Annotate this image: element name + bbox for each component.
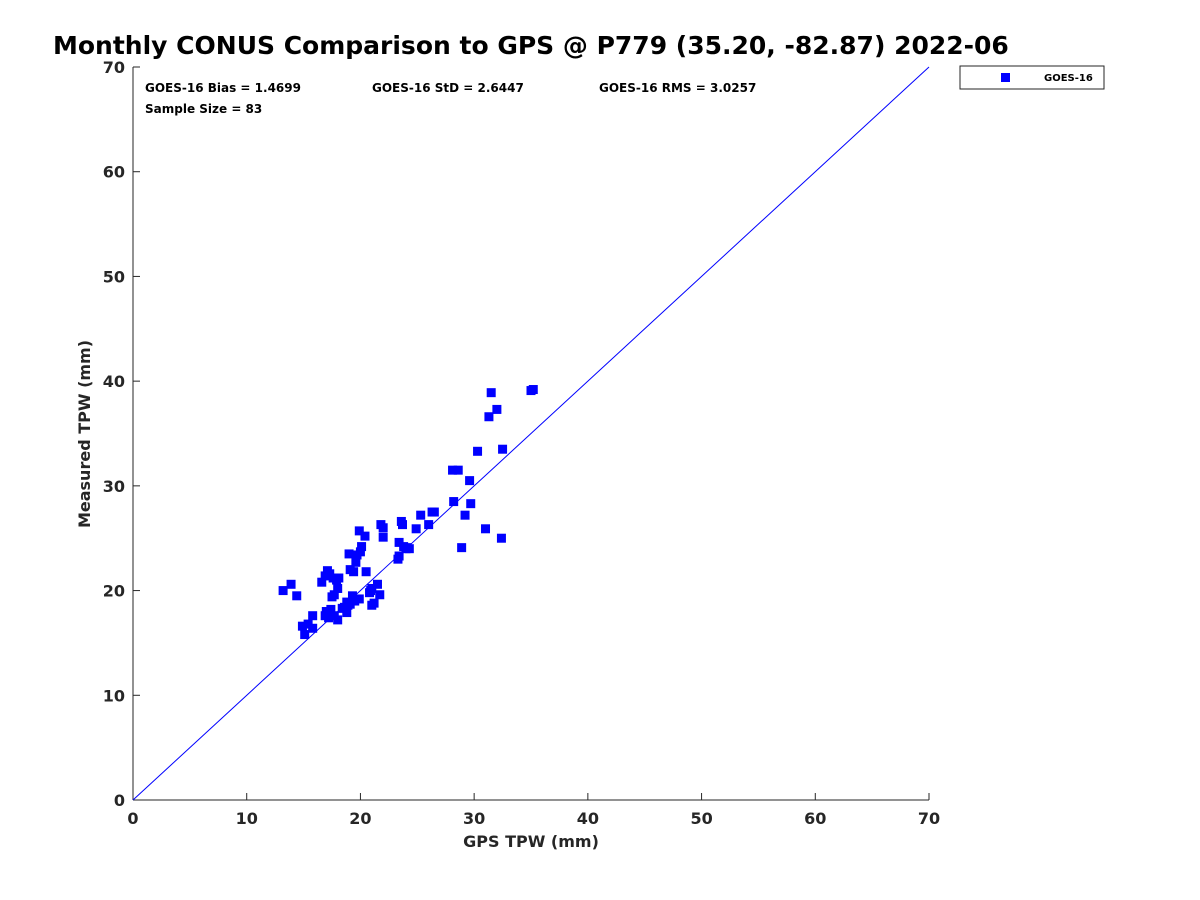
data-point bbox=[333, 583, 343, 593]
data-point bbox=[473, 446, 483, 456]
data-point bbox=[492, 404, 502, 414]
data-point bbox=[308, 611, 318, 621]
data-points bbox=[278, 385, 538, 640]
y-tick-label: 60 bbox=[103, 163, 125, 182]
legend-marker bbox=[1001, 73, 1010, 82]
data-point bbox=[394, 551, 404, 561]
legend-label: GOES-16 bbox=[1044, 73, 1093, 84]
data-point bbox=[372, 579, 382, 589]
data-point bbox=[375, 590, 385, 600]
data-point bbox=[486, 388, 496, 398]
y-tick-label: 30 bbox=[103, 477, 125, 496]
rms-stat: GOES-16 RMS = 3.0257 bbox=[599, 81, 756, 95]
data-point bbox=[297, 621, 307, 631]
sample-size-stat: Sample Size = 83 bbox=[145, 102, 262, 116]
data-point bbox=[448, 465, 458, 475]
y-tick-label: 50 bbox=[103, 267, 125, 286]
data-point bbox=[351, 557, 361, 567]
data-point bbox=[354, 594, 364, 604]
data-point bbox=[416, 510, 426, 520]
x-tick-label: 70 bbox=[918, 809, 940, 828]
data-point bbox=[342, 608, 352, 618]
data-point bbox=[453, 465, 463, 475]
data-point bbox=[303, 619, 313, 629]
x-tick-label: 0 bbox=[127, 809, 138, 828]
data-point bbox=[484, 412, 494, 422]
legend-box bbox=[959, 65, 1105, 90]
data-point bbox=[300, 630, 310, 640]
data-point bbox=[343, 600, 353, 610]
data-point bbox=[481, 524, 491, 534]
data-point bbox=[354, 526, 364, 536]
bias-stat: GOES-16 Bias = 1.4699 bbox=[145, 81, 301, 95]
data-point bbox=[457, 543, 467, 553]
chart-title: Monthly CONUS Comparison to GPS @ P779 (… bbox=[53, 31, 1009, 60]
data-point bbox=[360, 531, 370, 541]
data-point bbox=[344, 549, 354, 559]
y-tick-label: 20 bbox=[103, 582, 125, 601]
data-point bbox=[321, 607, 331, 617]
data-point bbox=[466, 499, 476, 509]
data-point bbox=[278, 586, 288, 596]
data-point bbox=[325, 569, 335, 579]
x-axis-label: GPS TPW (mm) bbox=[463, 832, 599, 851]
data-point bbox=[350, 596, 360, 606]
data-point bbox=[411, 524, 421, 534]
data-point bbox=[369, 598, 379, 608]
x-tick-label: 10 bbox=[236, 809, 258, 828]
data-point bbox=[333, 615, 343, 625]
legend: GOES-16 bbox=[959, 65, 1105, 90]
data-point bbox=[320, 571, 330, 581]
x-tick-label: 20 bbox=[349, 809, 371, 828]
data-point bbox=[349, 567, 359, 577]
y-tick-label: 0 bbox=[114, 791, 125, 810]
y-tick-label: 70 bbox=[103, 58, 125, 77]
data-point bbox=[324, 613, 334, 623]
data-point bbox=[286, 579, 296, 589]
y-axis-label: Measured TPW (mm) bbox=[75, 340, 94, 528]
data-point bbox=[308, 623, 318, 633]
data-point bbox=[355, 547, 365, 557]
axis-ticks: 0 10 20 30 40 50 60 70 0 10 20 30 40 50 60 70 bbox=[103, 58, 940, 828]
data-point bbox=[357, 542, 367, 552]
data-point bbox=[465, 476, 475, 486]
data-point bbox=[334, 573, 344, 583]
x-tick-label: 50 bbox=[690, 809, 712, 828]
data-point bbox=[402, 543, 412, 553]
data-point bbox=[365, 588, 375, 598]
data-point bbox=[347, 591, 357, 601]
x-tick-label: 30 bbox=[463, 809, 485, 828]
std-stat: GOES-16 StD = 2.6447 bbox=[372, 81, 524, 95]
data-point bbox=[498, 444, 508, 454]
data-point bbox=[378, 523, 388, 533]
data-point bbox=[337, 603, 347, 613]
y-tick-label: 40 bbox=[103, 372, 125, 391]
data-point bbox=[398, 520, 408, 530]
x-tick-label: 40 bbox=[577, 809, 599, 828]
data-point bbox=[329, 590, 339, 600]
data-point bbox=[528, 385, 538, 395]
x-tick-label: 60 bbox=[804, 809, 826, 828]
one-to-one-reference-line bbox=[132, 66, 930, 801]
data-point bbox=[326, 604, 336, 614]
data-point bbox=[292, 591, 302, 601]
data-point bbox=[429, 507, 439, 517]
data-point bbox=[394, 537, 404, 547]
data-point bbox=[449, 497, 459, 507]
data-point bbox=[460, 510, 470, 520]
data-point bbox=[361, 567, 371, 577]
data-point bbox=[496, 533, 506, 543]
data-point bbox=[378, 532, 388, 542]
y-tick-label: 10 bbox=[103, 686, 125, 705]
data-point bbox=[317, 577, 327, 587]
data-point bbox=[424, 520, 434, 530]
